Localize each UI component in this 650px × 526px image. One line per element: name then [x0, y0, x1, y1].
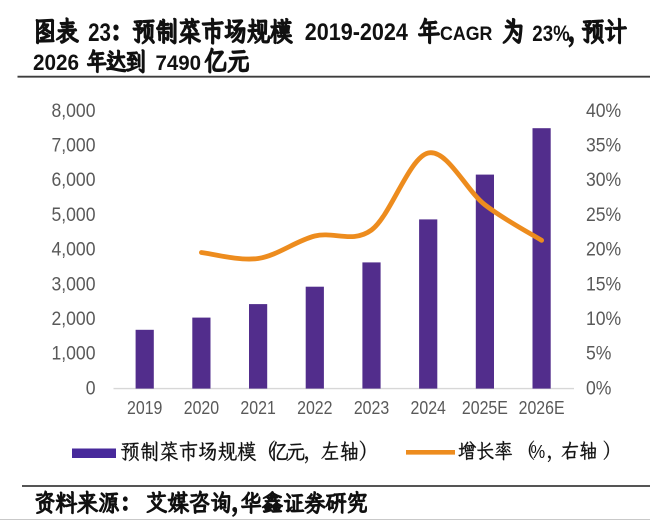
svg-text:3,000: 3,000	[51, 273, 95, 295]
svg-text:7,000: 7,000	[51, 134, 95, 156]
svg-text:5,000: 5,000	[51, 203, 95, 225]
svg-text:2026: 2026	[33, 52, 79, 76]
svg-text:23: 23	[88, 19, 111, 46]
svg-text:2019: 2019	[127, 397, 162, 419]
svg-text:35%: 35%	[586, 134, 621, 156]
svg-text:8,000: 8,000	[51, 99, 95, 121]
svg-text:4,000: 4,000	[51, 238, 95, 260]
svg-text:2025E: 2025E	[462, 397, 508, 419]
svg-text:7490: 7490	[156, 52, 202, 76]
svg-text:0%: 0%	[586, 377, 611, 399]
svg-text:2023: 2023	[354, 397, 389, 419]
svg-text:25%: 25%	[586, 203, 621, 225]
svg-text:CAGR: CAGR	[440, 22, 492, 44]
svg-text:23%: 23%	[532, 21, 569, 46]
svg-text:%: %	[531, 441, 546, 462]
svg-text:2024: 2024	[411, 397, 447, 419]
svg-text:2020: 2020	[184, 397, 219, 419]
svg-text:30%: 30%	[586, 169, 621, 191]
svg-text:10%: 10%	[586, 307, 621, 329]
svg-text:2021: 2021	[240, 397, 275, 419]
svg-text:20%: 20%	[586, 238, 621, 260]
svg-text:5%: 5%	[586, 342, 611, 364]
svg-text:2,000: 2,000	[51, 307, 95, 329]
svg-text:1,000: 1,000	[51, 342, 95, 364]
svg-text:0: 0	[86, 377, 96, 399]
svg-text:15%: 15%	[586, 273, 621, 295]
svg-text:40%: 40%	[586, 99, 621, 121]
svg-text:6,000: 6,000	[51, 169, 95, 191]
svg-text:2019-2024: 2019-2024	[305, 18, 409, 45]
svg-text:2022: 2022	[297, 397, 332, 419]
svg-text:2026E: 2026E	[519, 397, 565, 419]
